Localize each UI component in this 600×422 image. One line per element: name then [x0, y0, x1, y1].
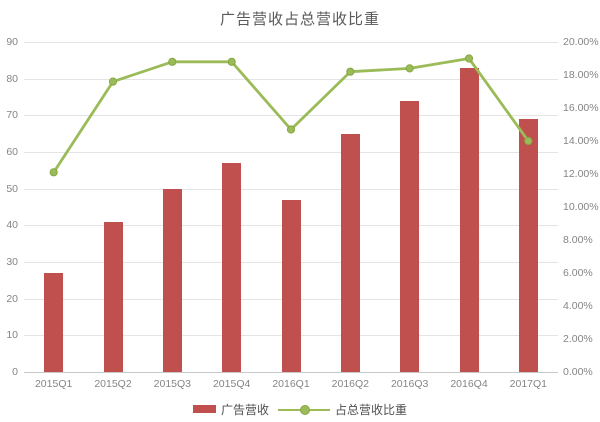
right-axis-tick-label: 0.00% — [563, 366, 593, 378]
left-axis-tick-label: 90 — [6, 36, 18, 48]
line-data-point-marker — [108, 77, 118, 86]
legend-item-percentage: 占总营收比重 — [278, 401, 407, 418]
legend-label-percentage: 占总营收比重 — [335, 402, 408, 417]
left-axis-tick-label: 10 — [6, 329, 18, 342]
right-axis-tick-label: 14.00% — [563, 135, 599, 147]
bar-ad-revenue — [222, 163, 242, 372]
line-series-swatch-icon — [278, 404, 330, 415]
gridline — [24, 152, 558, 153]
left-axis-tick-label: 0 — [12, 366, 18, 378]
x-axis-category-label: 2015Q4 — [212, 378, 251, 390]
line-data-point-marker — [405, 64, 414, 73]
line-data-point-marker — [286, 125, 296, 134]
x-axis-category-label: 2015Q1 — [34, 378, 73, 390]
line-data-point-marker — [227, 57, 236, 66]
bar-ad-revenue — [340, 133, 360, 372]
x-axis-category-label: 2015Q3 — [153, 378, 192, 390]
right-axis-tick-label: 2.00% — [563, 333, 593, 345]
bar-ad-revenue — [400, 100, 420, 372]
right-axis-tick-label: 8.00% — [563, 234, 593, 246]
x-axis-category-label: 2016Q2 — [331, 378, 370, 390]
bar-ad-revenue — [459, 67, 479, 372]
left-axis-tick-label: 70 — [6, 109, 18, 122]
line-data-point-marker — [464, 54, 474, 63]
x-axis-category-label: 2016Q3 — [390, 378, 429, 390]
right-axis-tick-label: 12.00% — [563, 168, 599, 180]
bar-ad-revenue — [281, 199, 301, 372]
legend-label-ad-revenue: 广告营收 — [220, 402, 269, 417]
bar-ad-revenue — [162, 188, 182, 372]
gridline — [24, 78, 558, 80]
x-axis-category-label: 2015Q2 — [94, 378, 132, 390]
gridline — [24, 42, 558, 43]
x-axis-line — [24, 372, 558, 373]
legend-line-marker-icon — [300, 404, 310, 415]
chart-title: 广告营收占总营收比重 — [219, 11, 380, 28]
x-axis-category-label: 2016Q1 — [272, 378, 310, 390]
line-data-point-marker — [346, 67, 355, 76]
bar-ad-revenue — [44, 273, 64, 372]
x-axis-category-label: 2016Q4 — [450, 378, 488, 390]
x-axis-category-label: 2017Q1 — [509, 378, 548, 390]
left-axis-tick-label: 20 — [6, 292, 18, 305]
left-axis-tick-label: 40 — [6, 219, 18, 232]
right-axis-tick-label: 20.00% — [563, 36, 599, 48]
line-data-point-marker — [168, 57, 177, 66]
right-axis-tick-label: 10.00% — [563, 201, 599, 213]
percentage-line — [52, 57, 530, 174]
bar-ad-revenue — [518, 119, 538, 372]
bar-ad-revenue — [103, 221, 123, 372]
right-axis-tick-label: 4.00% — [563, 300, 593, 312]
left-axis-tick-label: 30 — [6, 256, 18, 268]
left-axis-tick-label: 60 — [6, 146, 18, 158]
left-axis-tick-label: 50 — [6, 182, 18, 195]
right-axis-tick-label: 16.00% — [563, 102, 599, 114]
right-axis-tick-label: 18.00% — [563, 69, 599, 81]
left-axis-tick-label: 80 — [6, 72, 18, 85]
bar-series-swatch-icon — [192, 405, 216, 413]
gridline — [24, 115, 558, 117]
line-data-point-marker — [524, 136, 533, 146]
legend-item-ad-revenue: 广告营收 — [192, 401, 269, 418]
line-data-point-marker — [49, 168, 58, 177]
gridline — [24, 188, 558, 190]
chart-legend: 广告营收 占总营收比重 — [0, 399, 600, 419]
right-axis-tick-label: 6.00% — [563, 267, 593, 279]
